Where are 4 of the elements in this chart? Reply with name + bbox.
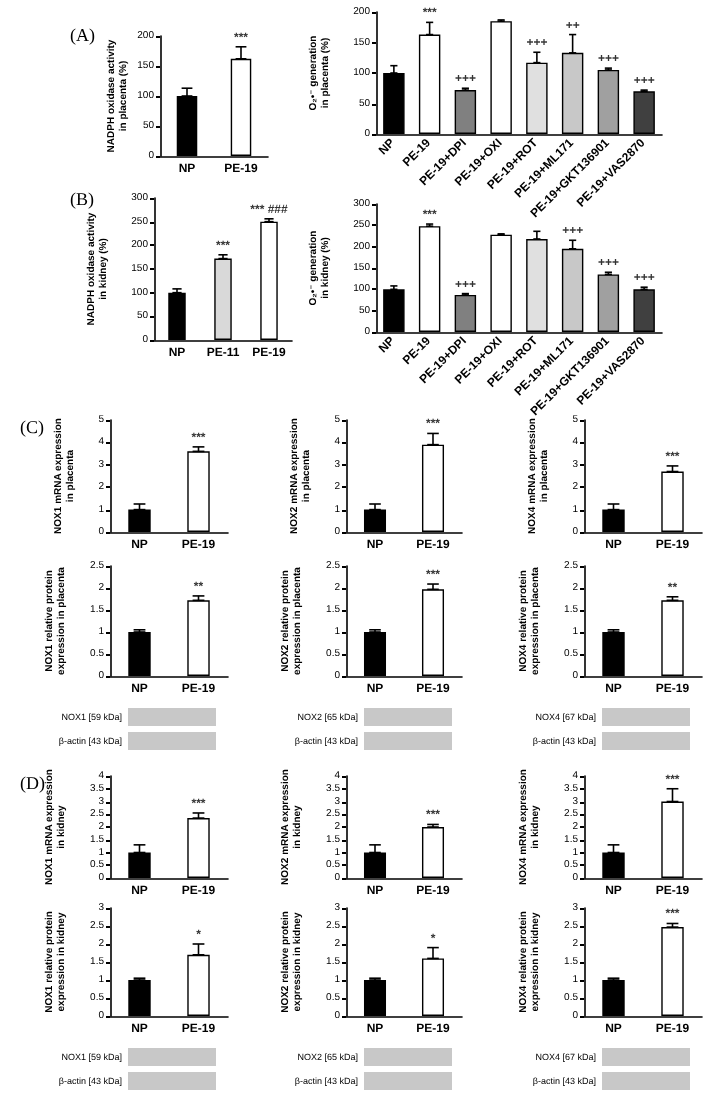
chart-title: (C) (20, 417, 44, 437)
chart-title: (D) (20, 773, 45, 793)
chart-title: (A) (70, 25, 95, 45)
chart-title: (B) (70, 189, 94, 209)
